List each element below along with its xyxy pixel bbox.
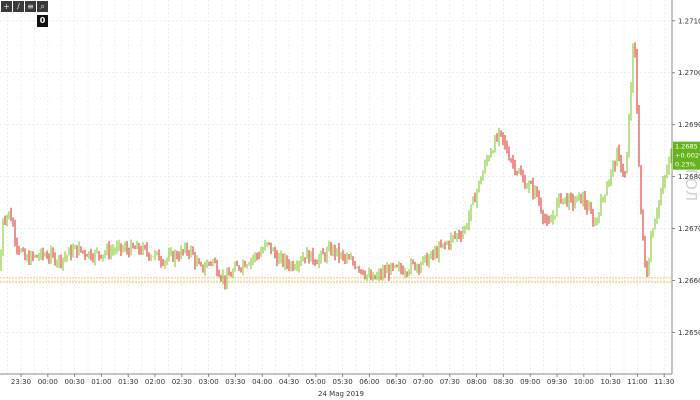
drawing-counter-badge: 0: [37, 15, 48, 27]
x-tick-label: 07:30: [440, 378, 460, 386]
current-price-change: +0.0029: [675, 152, 700, 160]
crosshair-tool-button[interactable]: +: [1, 1, 12, 12]
x-tick-label: 10:30: [601, 378, 621, 386]
x-axis-date-label: 24 Mag 2019: [318, 390, 364, 398]
x-tick-label: 09:30: [547, 378, 567, 386]
x-tick-label: 05:00: [306, 378, 326, 386]
y-tick-label: 1.2700: [678, 69, 700, 77]
draw-line-tool-button[interactable]: /: [13, 1, 24, 12]
x-tick-label: 11:00: [627, 378, 647, 386]
x-tick-label: 23:30: [11, 378, 31, 386]
y-tick-label: 1.2710: [678, 17, 700, 25]
x-tick-label: 04:30: [279, 378, 299, 386]
grid-lines: [0, 0, 672, 374]
reference-lines: [0, 277, 672, 283]
y-tick-label: 1.2690: [678, 121, 700, 129]
chart-watermark: ГОЛ: [682, 169, 700, 201]
x-tick-label: 08:30: [493, 378, 513, 386]
y-tick-label: 1.2660: [678, 277, 700, 285]
candlestick-series: [0, 42, 672, 290]
x-tick-label: 04:00: [252, 378, 272, 386]
settings-tool-button[interactable]: ≡: [25, 1, 36, 12]
y-tick-label: 1.2680: [678, 173, 700, 181]
x-tick-label: 01:00: [91, 378, 111, 386]
x-tick-label: 06:30: [386, 378, 406, 386]
current-price-background: [673, 141, 700, 170]
y-tick-label: 1.2670: [678, 225, 700, 233]
x-tick-label: 07:00: [413, 378, 433, 386]
y-tick-label: 1.2650: [678, 329, 700, 337]
x-tick-label: 02:00: [145, 378, 165, 386]
current-price-box: 1.2685+0.00290.23%: [673, 141, 700, 170]
x-tick-label: 09:00: [520, 378, 540, 386]
current-price-change-pct: 0.23%: [675, 161, 696, 169]
x-tick-label: 03:30: [225, 378, 245, 386]
x-tick-label: 11:30: [654, 378, 674, 386]
x-tick-label: 02:30: [172, 378, 192, 386]
x-tick-label: 06:00: [359, 378, 379, 386]
chart-toolbar: + / ≡ ⌕: [1, 1, 48, 12]
x-tick-label: 08:00: [467, 378, 487, 386]
x-tick-label: 03:00: [199, 378, 219, 386]
x-tick-label: 01:30: [118, 378, 138, 386]
x-tick-label: 05:30: [333, 378, 353, 386]
x-tick-label: 10:00: [574, 378, 594, 386]
zoom-tool-button[interactable]: ⌕: [37, 1, 48, 12]
x-tick-label: 00:00: [38, 378, 58, 386]
x-tick-label: 00:30: [65, 378, 85, 386]
current-price-value: 1.2685: [675, 143, 698, 151]
